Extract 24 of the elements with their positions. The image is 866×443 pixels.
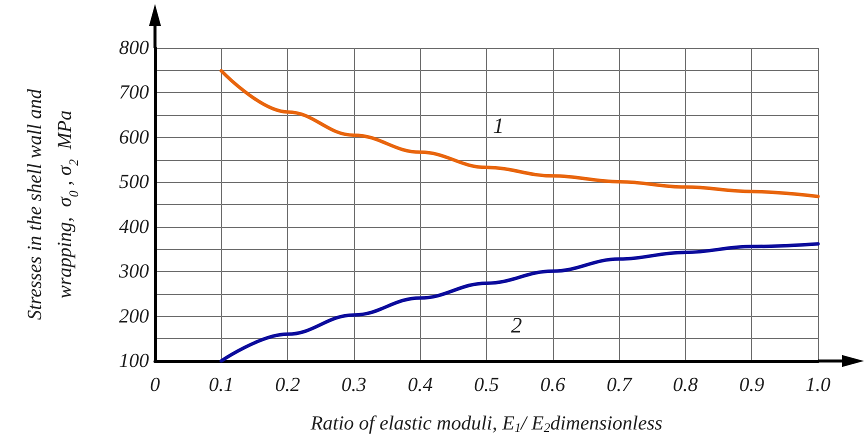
x-tick-label: 0.9	[739, 374, 764, 396]
y-tick-label: 200	[119, 305, 149, 328]
y-tick-label: 500	[119, 171, 149, 194]
line-series	[220, 242, 820, 363]
y-tick-label: 300	[118, 260, 149, 283]
line-series	[220, 69, 820, 198]
x-tick-label: 1.0	[806, 374, 830, 396]
x-tick-label: 0.4	[408, 374, 433, 396]
y-tick-label: 700	[119, 82, 149, 104]
x-tick-label: 0.8	[672, 374, 698, 396]
x-tick-label: 0.2	[275, 374, 300, 396]
x-tick-label: 0.5	[474, 374, 499, 396]
y-tick-label: 400	[119, 216, 149, 238]
annotation: 2	[511, 312, 522, 338]
y-tick-label: 100	[119, 350, 149, 372]
x-tick-label: 0.6	[540, 374, 566, 396]
x-tick-label: 0	[150, 374, 160, 396]
x-tick-label: 0.7	[606, 374, 633, 396]
x-tick-label: 0.1	[208, 374, 234, 396]
y-tick-label: 600	[119, 126, 149, 148]
x-tick-label: 0.3	[341, 374, 366, 396]
y-tick-label: 800	[119, 37, 149, 59]
annotation: 1	[493, 112, 504, 138]
x-axis-title: Ratio of elastic moduli, E1/ E2dimensionless	[310, 412, 663, 435]
